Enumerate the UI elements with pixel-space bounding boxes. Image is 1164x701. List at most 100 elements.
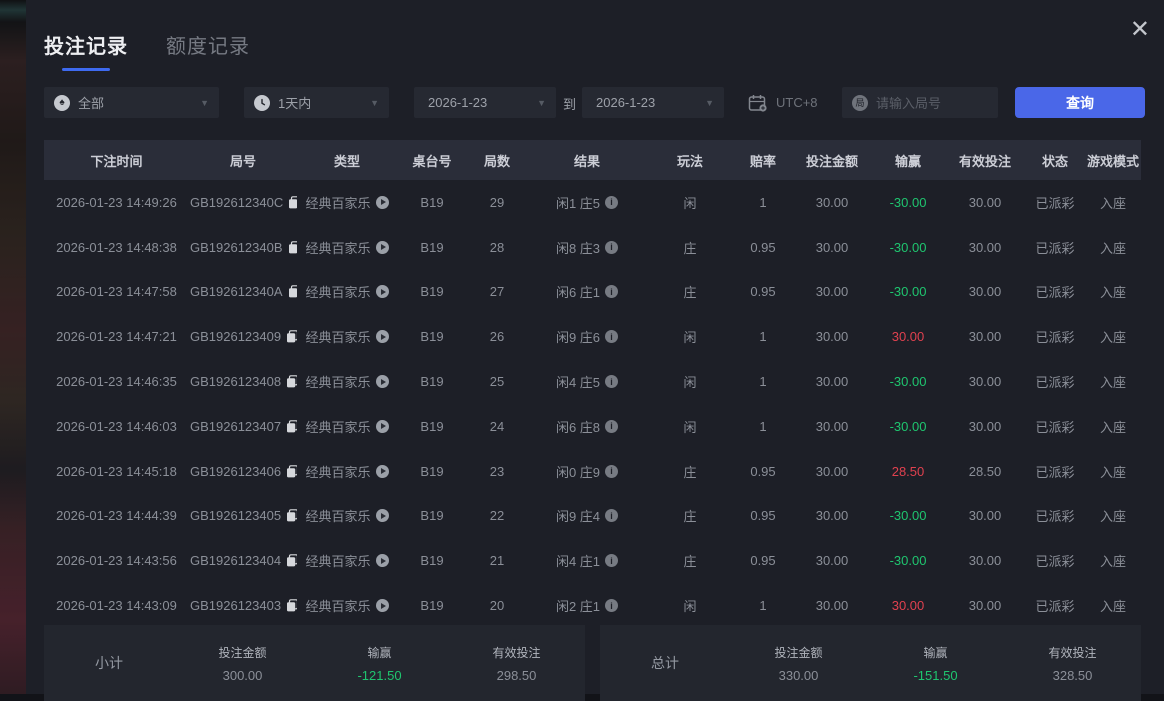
game-type-text: 经典百家乐 [305,240,371,256]
cell-round-no: 21 [489,553,505,569]
cell-valid-bet: 30.00 [968,508,1002,524]
cell-round-no: 29 [489,194,505,210]
replay-icon[interactable] [375,419,389,433]
cell-status: 已派彩 [1035,285,1075,301]
replay-icon[interactable] [375,240,389,254]
info-icon[interactable]: i [605,285,619,299]
cell-odds: 1 [759,194,767,210]
cell-game-type: 经典百家乐 [297,270,397,315]
cell-game-mode: 入座 [1099,509,1126,525]
column-header: 桌台号 [397,140,467,180]
copy-icon[interactable] [288,240,297,254]
cell-status: 已派彩 [1035,554,1075,570]
info-icon[interactable]: i [605,464,619,478]
replay-icon[interactable] [375,464,389,478]
column-header: 类型 [297,140,397,180]
tab-quota-records[interactable]: 额度记录 [166,36,250,58]
cell-win-loss: -30.00 [889,508,927,524]
summary-item-label: 投注金额 [774,645,823,660]
info-icon[interactable]: i [605,599,619,613]
calendar-plus-icon [748,94,768,112]
cell-table-no: B19 [420,194,444,210]
copy-icon[interactable] [286,509,297,522]
copy-icon[interactable] [288,196,297,209]
date-from-dropdown[interactable]: 2026-1-23 ▼ [414,87,556,118]
cell-odds: 1 [759,374,767,390]
date-to-dropdown[interactable]: 2026-1-23 ▼ [582,87,724,118]
cell-game-mode: 入座 [1099,599,1126,615]
chevron-down-icon: ▼ [537,97,546,108]
result-text: 闲9 庄4 [555,509,601,525]
summary-item: 输赢 -151.50 [867,644,1004,683]
cell-play-type: 闲 [683,599,697,615]
query-button[interactable]: 查询 [1015,87,1145,118]
cell-round-id: GB192612340C [189,180,297,225]
cell-bet-time: 2026-01-23 14:43:09 [56,598,177,614]
copy-icon[interactable] [286,420,297,433]
game-type-value: 全部 [78,96,105,111]
cell-bet-time: 2026-01-23 14:47:58 [56,284,177,300]
copy-icon[interactable] [288,285,297,298]
info-icon[interactable]: i [605,330,619,344]
cell-status: 已派彩 [1035,330,1075,346]
round-input-placeholder: 请输入局号 [876,96,942,111]
cell-win-loss: -30.00 [889,418,927,434]
summary-item-value: -121.50 [357,667,402,683]
summary-item-label: 输赢 [367,645,392,660]
game-type-text: 经典百家乐 [305,195,371,211]
cell-round-id: GB192612340A [189,270,297,315]
round-number-input[interactable]: 局 请输入局号 [842,87,998,118]
timezone-display: UTC+8 [748,87,818,118]
replay-icon[interactable] [375,375,389,389]
summary-item-label: 有效投注 [1048,645,1097,660]
cell-result: 闲2 庄1 i [527,583,647,628]
cell-game-mode: 入座 [1099,554,1126,570]
copy-icon[interactable] [286,464,297,478]
cell-round-no: 23 [489,463,505,479]
cell-round-id: GB1926123409 [189,314,297,359]
info-icon[interactable]: i [605,509,619,523]
replay-icon[interactable] [375,195,389,209]
copy-icon[interactable] [286,554,297,567]
replay-icon[interactable] [375,330,389,344]
cell-bet-amount: 30.00 [815,374,849,390]
date-to-label: 到 [563,97,577,112]
summary-item-label: 投注金额 [218,645,267,660]
info-icon[interactable]: i [605,554,619,568]
cell-game-mode: 入座 [1099,240,1126,256]
replay-icon[interactable] [375,599,389,613]
info-icon[interactable]: i [605,419,619,433]
replay-icon[interactable] [375,554,389,568]
round-id-text: GB1926123409 [190,329,282,345]
tab-bet-records[interactable]: 投注记录 [44,30,128,71]
cell-bet-time: 2026-01-23 14:48:38 [56,239,177,255]
cell-result: 闲0 庄9 i [527,449,647,494]
cell-bet-amount: 30.00 [815,194,849,210]
cell-bet-time: 2026-01-23 14:46:35 [56,374,177,390]
cell-valid-bet: 30.00 [968,284,1002,300]
replay-icon[interactable] [375,285,389,299]
cell-win-loss: -30.00 [889,553,927,569]
result-text: 闲8 庄3 [555,240,601,256]
game-type-dropdown[interactable]: ♠ 全部 ▼ [44,87,219,118]
copy-icon[interactable] [286,330,297,343]
close-icon[interactable]: ✕ [1129,16,1150,43]
cell-result: 闲9 庄6 i [527,314,647,359]
replay-icon[interactable] [375,509,389,523]
info-icon[interactable]: i [605,375,619,389]
copy-icon[interactable] [286,599,297,612]
time-range-dropdown[interactable]: 1天内 ▼ [244,87,389,118]
cell-table-no: B19 [420,418,444,434]
cell-play-type: 庄 [683,464,697,480]
info-icon[interactable]: i [605,240,619,254]
cell-odds: 1 [759,418,767,434]
result-text: 闲2 庄1 [555,599,601,615]
summary-item: 有效投注 298.50 [448,644,585,683]
copy-icon[interactable] [286,375,297,388]
bet-records-table: 下注时间 局号 类型 桌台号 局数 结果 玩法 赔率 投注金额 输赢 有效投注 状态 游戏模式 2026… [44,140,1141,628]
background-video-edge [0,0,26,694]
cell-round-no: 28 [489,239,505,255]
info-icon[interactable]: i [605,195,619,209]
cell-play-type: 闲 [683,419,697,435]
cell-round-no: 27 [489,284,505,300]
